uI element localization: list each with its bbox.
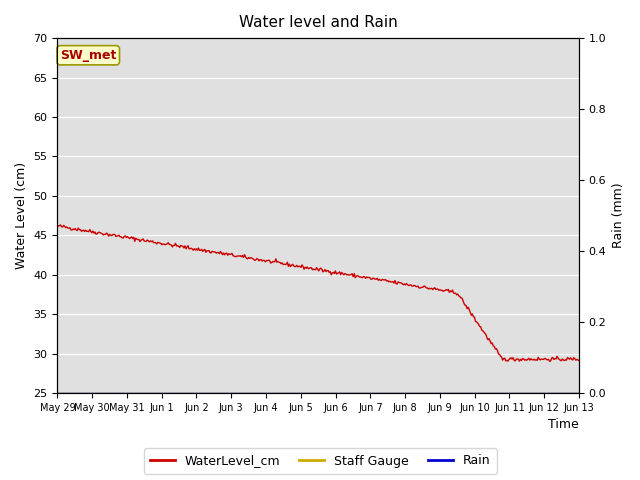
Staff Gauge (301, 390, 309, 396)
X-axis label: Time: Time (548, 419, 579, 432)
WaterLevel_cm (365, 275, 372, 280)
WaterLevel_cm (57, 222, 65, 228)
WaterLevel_cm (337, 272, 344, 277)
WaterLevel_cm (54, 223, 61, 228)
Staff Gauge (336, 390, 344, 396)
Line: WaterLevel_cm: WaterLevel_cm (58, 225, 579, 361)
WaterLevel_cm (482, 332, 490, 337)
Rain (563, 390, 570, 396)
Staff Gauge (575, 390, 583, 396)
Staff Gauge (305, 390, 312, 396)
WaterLevel_cm (302, 265, 310, 271)
Legend: WaterLevel_cm, Staff Gauge, Rain: WaterLevel_cm, Staff Gauge, Rain (143, 448, 497, 474)
Title: Water level and Rain: Water level and Rain (239, 15, 397, 30)
Text: SW_met: SW_met (60, 49, 116, 62)
Staff Gauge (54, 390, 61, 396)
Y-axis label: Water Level (cm): Water Level (cm) (15, 162, 28, 269)
Staff Gauge (563, 390, 570, 396)
WaterLevel_cm (305, 265, 313, 271)
Staff Gauge (481, 390, 489, 396)
Rain (364, 390, 372, 396)
WaterLevel_cm (546, 359, 554, 364)
Y-axis label: Rain (mm): Rain (mm) (612, 183, 625, 249)
Rain (575, 390, 583, 396)
Staff Gauge (364, 390, 372, 396)
Rain (481, 390, 489, 396)
WaterLevel_cm (575, 358, 583, 363)
WaterLevel_cm (564, 356, 572, 361)
Rain (305, 390, 312, 396)
Rain (336, 390, 344, 396)
Rain (301, 390, 309, 396)
Rain (54, 390, 61, 396)
